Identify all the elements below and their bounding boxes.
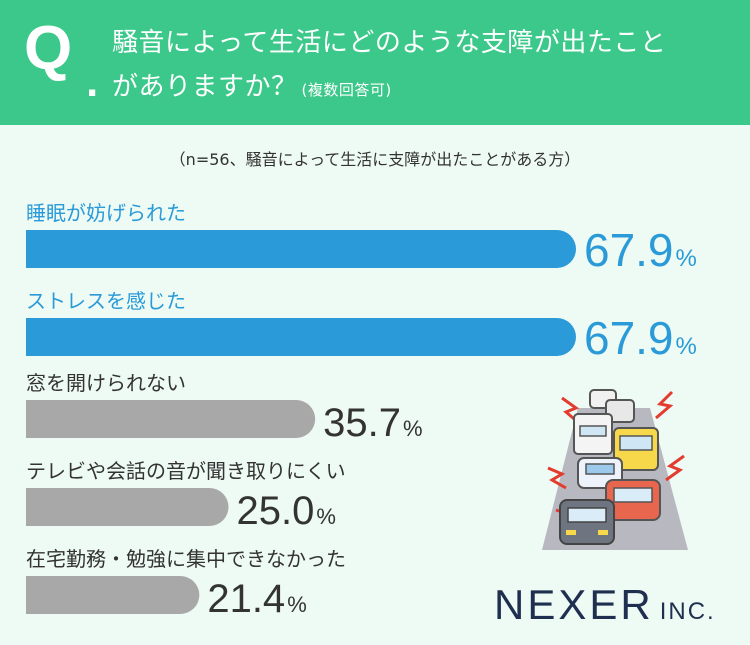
bar	[26, 576, 200, 614]
value-label: 35.7%	[323, 401, 422, 445]
question-mark: Q	[24, 14, 73, 83]
value-label: 25.0%	[237, 489, 336, 533]
value-label: 21.4%	[207, 577, 306, 621]
value-label: 67.9%	[584, 224, 697, 276]
logo-sub-text: INC.	[659, 598, 716, 625]
bar-left-cap	[26, 318, 64, 356]
bar	[26, 318, 576, 356]
traffic-jam-icon	[542, 389, 688, 550]
category-label: 在宅勤務・勉強に集中できなかった	[26, 547, 346, 571]
bar-left-cap	[26, 230, 64, 268]
sample-note: （n=56、騒音によって生活に支障が出たことがある方）	[169, 150, 581, 169]
nexer-logo: NEXER INC.	[494, 584, 716, 626]
question-note: (複数回答可)	[301, 81, 392, 99]
category-label: ストレスを感じた	[26, 289, 186, 313]
question-text-line2: がありますか？ (複数回答可)	[112, 70, 392, 107]
bar-left-cap	[26, 576, 64, 614]
logo-main-text: NEXER	[494, 581, 654, 628]
question-dot: .	[86, 57, 99, 106]
question-text-line2-main: がありますか？	[112, 72, 298, 102]
question-text-line1: 騒音によって生活にどのような支障が出たこと	[112, 28, 667, 58]
bar-left-cap	[26, 488, 64, 526]
bar	[26, 400, 316, 438]
category-label: テレビや会話の音が聞き取りにくい	[26, 459, 346, 483]
category-label: 睡眠が妨げられた	[26, 201, 186, 225]
bar-group: 睡眠が妨げられた 67.9% ストレスを感じた 67.9% 窓を開けられない 35.7% テ…	[26, 201, 697, 621]
question-header: Q . 騒音によって生活にどのような支障が出たこと がありますか？ (複数回答可)	[0, 0, 750, 125]
value-label: 67.9%	[584, 312, 697, 364]
category-label: 窓を開けられない	[26, 371, 186, 395]
bar	[26, 230, 576, 268]
bar-left-cap	[26, 400, 64, 438]
bar	[26, 488, 229, 526]
